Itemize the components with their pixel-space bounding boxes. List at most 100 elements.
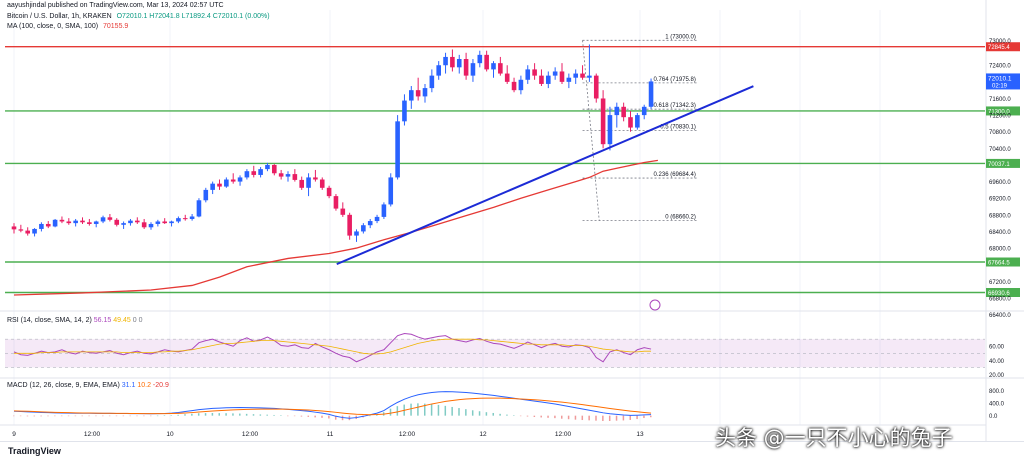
candle-body-10 <box>80 220 85 223</box>
published-line: aayushjindal published on TradingView.co… <box>7 2 224 9</box>
candle-body-39 <box>278 173 284 177</box>
candle-body-93 <box>648 81 654 107</box>
candle-body-75 <box>525 69 531 80</box>
macd-hist-84 <box>588 415 590 421</box>
macd-hist-32 <box>232 413 234 416</box>
candle-body-72 <box>504 73 510 82</box>
macd-hist-65 <box>458 408 460 416</box>
candle-body-24 <box>176 218 181 222</box>
candle-body-46 <box>326 187 332 197</box>
macd-tick-2: 0.0 <box>989 414 998 420</box>
macd-hist-70 <box>492 412 494 416</box>
price-tick-12: 66800.0 <box>989 296 1011 302</box>
macd-hist-87 <box>608 415 611 421</box>
macd-hist-6 <box>54 415 56 417</box>
macd-hist-85 <box>595 415 597 421</box>
candle-body-89 <box>621 106 626 118</box>
candle-body-63 <box>443 56 448 66</box>
candle-body-17 <box>128 220 133 224</box>
candle-body-11 <box>87 222 92 224</box>
fib-label-3: 0.5 (70830.1) <box>660 124 696 130</box>
macd-hist-39 <box>280 415 282 416</box>
fib-label-4: 0.236 (69684.4) <box>654 172 696 178</box>
candle-body-79 <box>552 71 558 76</box>
macd-hist-56 <box>396 406 399 416</box>
macd-hist-42 <box>300 415 303 417</box>
macd-hist-28 <box>204 413 207 416</box>
trend-line <box>336 85 754 266</box>
macd-hist-59 <box>417 403 419 416</box>
price-tick-10: 68000.0 <box>989 247 1011 253</box>
macd-hist-41 <box>293 415 296 417</box>
candle-body-52 <box>367 221 373 226</box>
candle-body-83 <box>580 73 585 78</box>
macd-hist-91 <box>636 415 638 420</box>
candle-body-73 <box>511 81 517 91</box>
candle-body-27 <box>196 200 202 217</box>
macd-tick-0: 800.0 <box>989 389 1005 395</box>
macd-signal-value: 10.2 <box>137 382 151 389</box>
ma-legend: MA (100, close, 0, SMA, 100) 70155.9 <box>7 22 131 31</box>
rsi-tick-0: 60.00 <box>989 345 1005 351</box>
macd-hist-45 <box>321 415 323 418</box>
candle-body-41 <box>292 174 298 180</box>
macd-hist-21 <box>156 415 159 417</box>
tradingview-brand[interactable]: TradingView <box>8 446 61 456</box>
macd-hist-88 <box>615 415 618 421</box>
candle-body-5 <box>45 223 51 227</box>
candle-body-84 <box>587 75 592 78</box>
candle-body-16 <box>121 223 126 225</box>
macd-hist-31 <box>225 413 227 416</box>
level-tag-2 <box>986 158 1020 168</box>
macd-hist-67 <box>471 410 474 416</box>
candle-body-49 <box>347 214 352 236</box>
macd-label: MACD (12, 26, close, 9, EMA, EMA) <box>7 382 120 389</box>
macd-hist-14 <box>108 415 111 417</box>
macd-hist-27 <box>197 413 200 416</box>
price-tick-3: 71200.0 <box>989 114 1011 120</box>
time-tick-1: 12:00 <box>84 431 101 438</box>
candle-body-30 <box>217 183 222 187</box>
macd-hist-3 <box>33 415 36 417</box>
candle-body-42 <box>299 179 304 188</box>
macd-hist-17 <box>129 415 131 417</box>
macd-hist-11 <box>88 415 90 417</box>
candle-body-86 <box>600 98 606 145</box>
candle-body-90 <box>628 117 633 128</box>
macd-hist-47 <box>334 415 337 420</box>
candle-body-8 <box>66 221 72 224</box>
price-chart[interactable]: 72845.4 71300.0 70037.1 67664.5 66930.6 73000… <box>0 0 1024 441</box>
candle-body-13 <box>100 217 106 222</box>
level-label-2: 70037.1 <box>988 162 1010 168</box>
candle-body-25 <box>182 218 188 220</box>
price-tick-0: 73000.0 <box>989 39 1011 45</box>
macd-hist-46 <box>328 415 330 419</box>
rsi-extra-1: 0 <box>132 317 137 324</box>
macd-hist-36 <box>259 414 262 416</box>
candle-body-56 <box>395 121 400 178</box>
price-tick-7: 69200.0 <box>989 197 1011 203</box>
macd-hist-82 <box>574 415 577 420</box>
macd-hist-73 <box>513 415 515 416</box>
candle-body-77 <box>539 75 544 84</box>
rsi-extra-2: 0 <box>138 317 143 324</box>
macd-hist-4 <box>40 415 42 417</box>
candle-body-59 <box>415 90 421 97</box>
candle-body-70 <box>491 63 496 70</box>
price-tick-5: 70400.0 <box>989 147 1011 153</box>
candle-body-15 <box>114 219 120 225</box>
candle-body-57 <box>402 100 407 122</box>
fib-label-1: 0.764 (71975.8) <box>654 77 696 83</box>
macd-legend: MACD (12, 26, close, 9, EMA, EMA) 31.1 1… <box>7 381 169 390</box>
macd-hist-61 <box>430 404 433 416</box>
candle-body-3 <box>32 228 37 234</box>
level-tag-0 <box>986 42 1020 52</box>
candle-body-54 <box>381 204 387 217</box>
candle-body-43 <box>306 177 311 188</box>
macd-value: 31.1 <box>121 382 136 389</box>
candle-body-78 <box>546 75 551 84</box>
macd-hist-43 <box>307 415 310 417</box>
macd-hist-38 <box>273 414 275 416</box>
macd-hist-72 <box>506 414 508 416</box>
macd-signal-line <box>13 397 652 416</box>
